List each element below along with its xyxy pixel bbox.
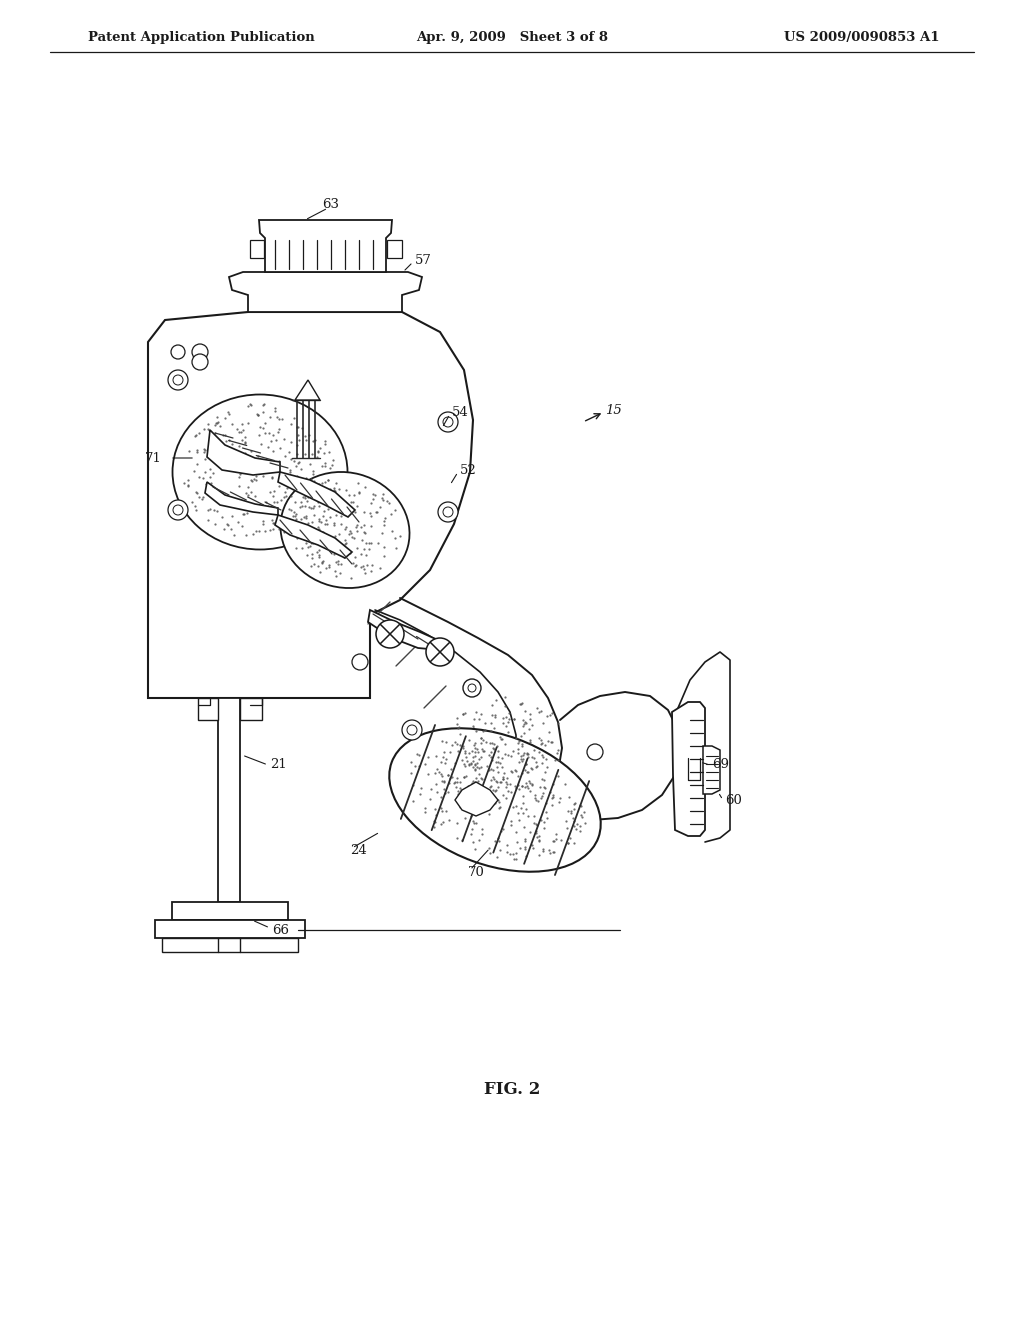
Polygon shape: [162, 939, 298, 952]
Polygon shape: [198, 698, 218, 719]
Polygon shape: [672, 702, 705, 836]
Circle shape: [438, 412, 458, 432]
Polygon shape: [455, 781, 498, 816]
Text: 60: 60: [725, 793, 741, 807]
Polygon shape: [205, 482, 278, 515]
Polygon shape: [250, 240, 264, 257]
Circle shape: [352, 653, 368, 671]
Circle shape: [193, 354, 208, 370]
Polygon shape: [368, 610, 440, 649]
Circle shape: [587, 744, 603, 760]
Text: 57: 57: [415, 253, 432, 267]
Circle shape: [168, 500, 188, 520]
Circle shape: [171, 345, 185, 359]
Polygon shape: [259, 220, 392, 272]
Circle shape: [376, 620, 404, 648]
Circle shape: [173, 506, 183, 515]
Polygon shape: [207, 430, 280, 475]
Text: FIG. 2: FIG. 2: [483, 1081, 541, 1098]
Circle shape: [407, 725, 417, 735]
Text: 70: 70: [468, 866, 485, 879]
Polygon shape: [218, 698, 240, 902]
Circle shape: [443, 507, 453, 517]
Polygon shape: [275, 515, 352, 558]
Text: 69: 69: [712, 759, 729, 771]
Circle shape: [438, 502, 458, 521]
Text: 15: 15: [605, 404, 622, 417]
Ellipse shape: [389, 729, 601, 871]
Text: 71: 71: [145, 451, 162, 465]
Circle shape: [168, 370, 188, 389]
Polygon shape: [229, 272, 422, 312]
Circle shape: [463, 678, 481, 697]
Circle shape: [402, 719, 422, 741]
Text: 66: 66: [272, 924, 289, 936]
Text: 54: 54: [452, 405, 469, 418]
Circle shape: [443, 417, 453, 426]
Circle shape: [426, 638, 454, 667]
Polygon shape: [295, 380, 319, 400]
Text: 63: 63: [322, 198, 339, 211]
Text: Patent Application Publication: Patent Application Publication: [88, 30, 314, 44]
Text: US 2009/0090853 A1: US 2009/0090853 A1: [784, 30, 940, 44]
Circle shape: [468, 684, 476, 692]
Polygon shape: [278, 473, 355, 517]
Text: 21: 21: [270, 759, 287, 771]
Text: 24: 24: [350, 843, 367, 857]
Ellipse shape: [172, 395, 347, 549]
Ellipse shape: [281, 473, 410, 587]
Text: Apr. 9, 2009   Sheet 3 of 8: Apr. 9, 2009 Sheet 3 of 8: [416, 30, 608, 44]
Polygon shape: [155, 920, 305, 939]
Polygon shape: [240, 698, 262, 719]
Polygon shape: [148, 312, 473, 698]
Circle shape: [193, 345, 208, 360]
Text: 52: 52: [460, 463, 477, 477]
Circle shape: [173, 375, 183, 385]
Polygon shape: [172, 902, 288, 920]
Polygon shape: [703, 746, 720, 795]
Polygon shape: [387, 240, 402, 257]
